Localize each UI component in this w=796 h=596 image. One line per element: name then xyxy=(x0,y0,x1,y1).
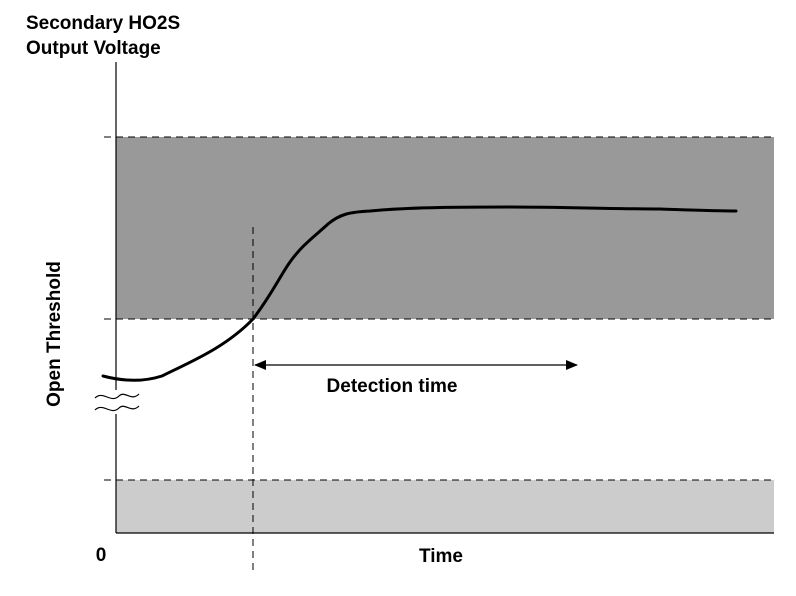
axis-break-symbol xyxy=(94,393,140,412)
output-voltage-curve xyxy=(101,205,738,382)
title-line-1: Secondary HO2S xyxy=(26,13,180,34)
title-line-2: Output Voltage xyxy=(26,38,161,59)
origin-label: 0 xyxy=(96,545,107,566)
lower-band xyxy=(116,480,774,533)
detection-time-label: Detection time xyxy=(327,376,458,397)
upper-band xyxy=(116,137,774,319)
y-axis-label: Open Threshold xyxy=(44,261,65,407)
x-axis-label: Time xyxy=(419,546,463,567)
